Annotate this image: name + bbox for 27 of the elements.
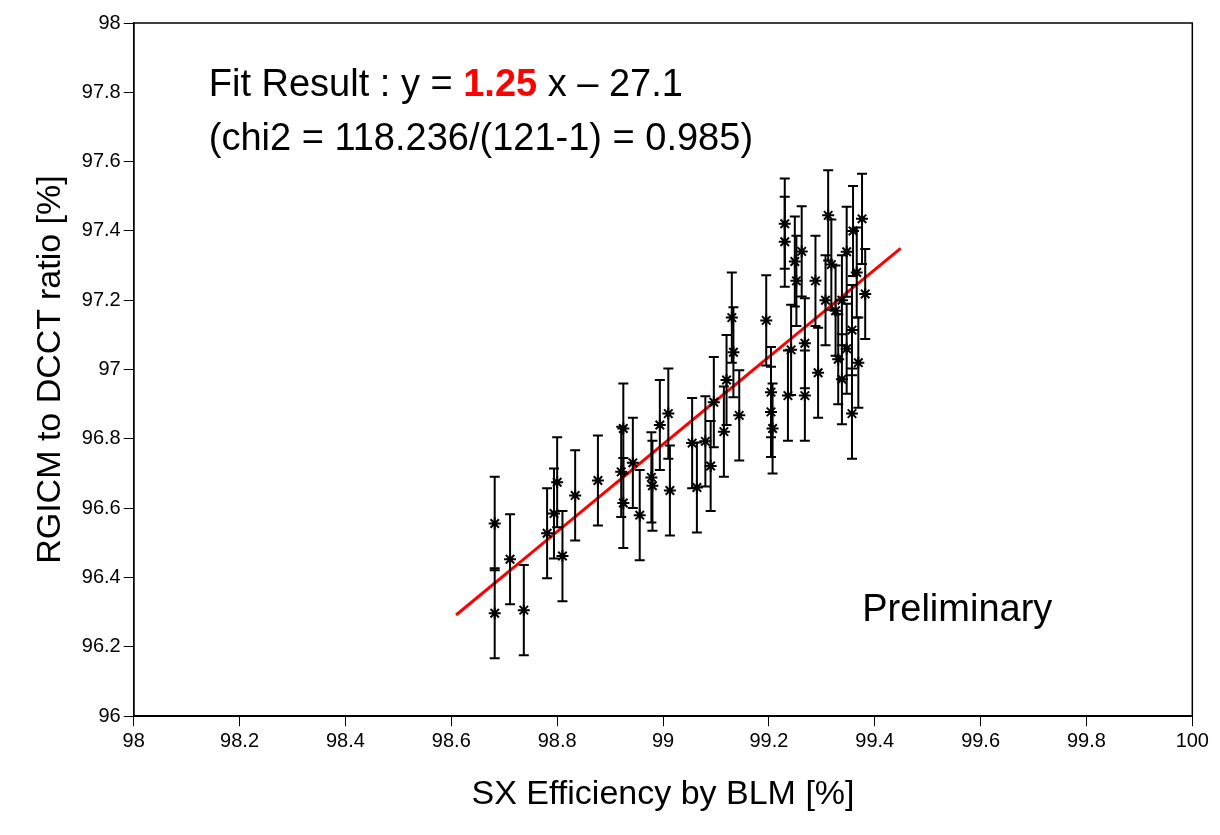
y-tick-label: 96.8 — [81, 426, 121, 449]
x-tick-label: 99.2 — [749, 728, 789, 751]
y-tick-label: 96.4 — [81, 565, 121, 588]
x-tick-label: 99.8 — [1066, 728, 1106, 751]
x-tick-label: 98 — [122, 728, 145, 751]
y-tick-label: 97.6 — [81, 149, 121, 172]
annotation: (chi2 = 118.236/(121-1) = 0.985) — [208, 116, 754, 158]
x-tick-label: 99.4 — [855, 728, 895, 751]
y-tick-label: 97.4 — [81, 218, 121, 241]
y-tick-label: 97.8 — [81, 79, 121, 102]
y-tick-label: 96.6 — [81, 495, 121, 518]
x-tick-label: 99 — [651, 728, 675, 751]
x-tick-label: 100 — [1175, 728, 1209, 751]
x-tick-label: 98.2 — [220, 728, 260, 751]
x-tick-label: 99.6 — [961, 728, 1001, 751]
annotation: Preliminary — [862, 587, 1053, 630]
x-tick-label: 98.4 — [325, 728, 365, 751]
y-tick-label: 96.2 — [81, 634, 121, 657]
annotation: Fit Result : y = 1.25 x – 27.1 — [208, 62, 683, 104]
y-tick-label: 96 — [98, 703, 121, 726]
y-axis-title: RGICM to DCCT ratio [%] — [28, 175, 67, 564]
y-tick-label: 98 — [98, 10, 121, 33]
x-tick-label: 98.6 — [431, 728, 471, 751]
x-axis-title: SX Efficiency by BLM [%] — [471, 772, 855, 811]
y-tick-label: 97 — [98, 357, 121, 380]
x-tick-label: 98.8 — [537, 728, 577, 751]
y-tick-label: 97.2 — [81, 287, 121, 310]
